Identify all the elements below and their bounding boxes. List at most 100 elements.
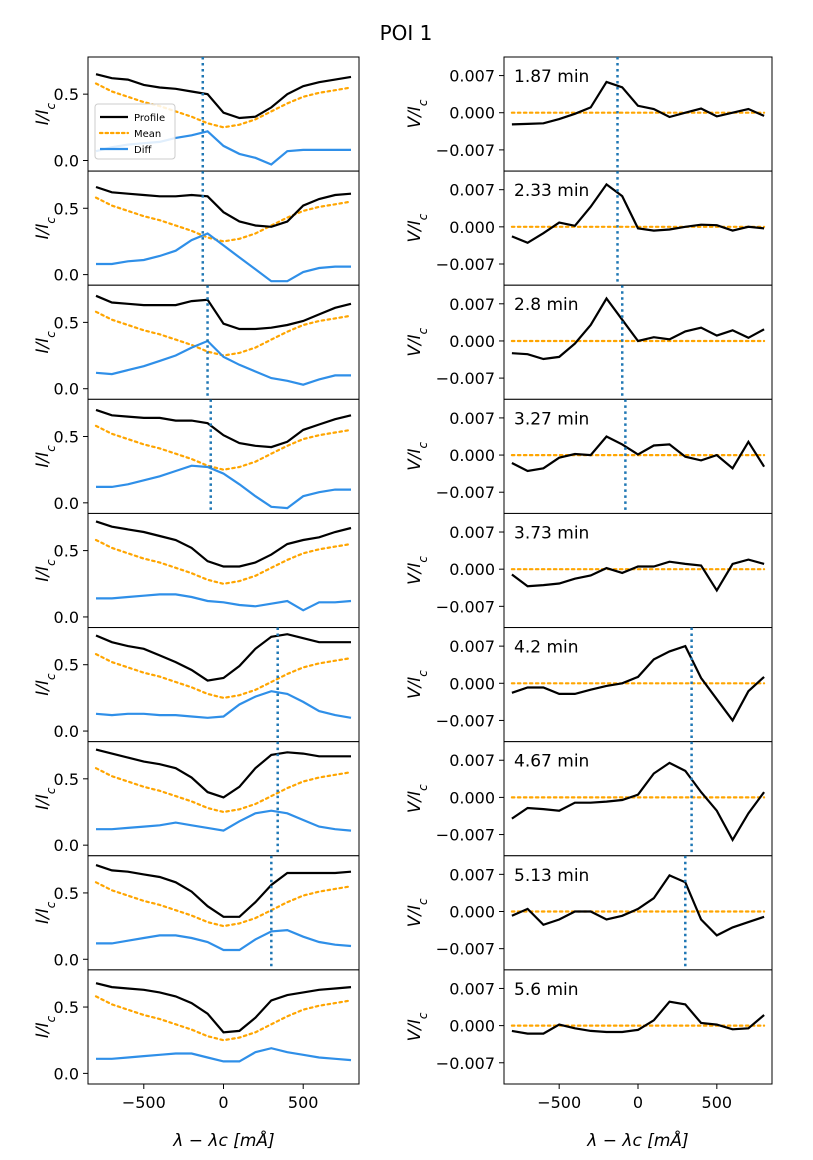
time-annotation: 2.33 min xyxy=(514,181,589,201)
y-tick-label: 0.000 xyxy=(449,560,495,579)
y-tick-label: 0.000 xyxy=(449,332,495,351)
y-tick-label: 0.000 xyxy=(449,674,495,693)
y-tick-label: 0.007 xyxy=(449,409,495,428)
legend: Profile Mean Diff xyxy=(94,103,176,160)
stokes-v-panel: 0.007 0.000 −0.007 V/Ic 2.33 min xyxy=(405,170,773,289)
y-tick-label: −0.007 xyxy=(436,940,495,959)
stokes-v-ylabel: V/Ic xyxy=(405,898,430,927)
stokes-v-axes-frame xyxy=(503,627,773,743)
y-tick-label: 0.5 xyxy=(54,542,79,561)
stokes-v-panel: 0.007 0.000 −0.007 V/Ic 3.27 min xyxy=(405,398,773,517)
panel-row-2: 0.0 0.5I/Ic 0.007 0.000 −0.007 V/Ic 2.33 min xyxy=(33,170,773,289)
mean-profile-line xyxy=(94,652,353,700)
stokes-v-ylabel: V/Ic xyxy=(405,556,430,585)
mean-profile-line xyxy=(94,538,353,585)
intensity-ylabel: I/Ic xyxy=(33,331,58,354)
profile-line xyxy=(95,633,351,682)
time-annotation: 3.73 min xyxy=(514,523,589,543)
y-tick-label: 0.0 xyxy=(54,380,79,399)
diff-line xyxy=(96,928,352,952)
intensity-ylabel: I/Ic xyxy=(33,673,58,696)
stokes-v-ylabel: V/Ic xyxy=(405,442,430,471)
y-tick-label: −0.007 xyxy=(436,141,495,160)
stokes-v-ylabel: V/Ic xyxy=(405,784,430,813)
profile-line xyxy=(95,185,352,228)
x-axis-labels: λ − λc [mÅ] λ − λc [mÅ] xyxy=(172,1129,688,1151)
x-tick-label: −500 xyxy=(537,1093,581,1112)
stokes-v-line xyxy=(511,182,765,245)
stokes-v-line xyxy=(511,435,766,473)
intensity-plot-area xyxy=(94,285,353,400)
y-tick-label: 0.0 xyxy=(54,151,79,170)
legend-label-diff: Diff xyxy=(134,145,152,156)
y-tick-label: 0.5 xyxy=(54,656,79,675)
stokes-v-plot-area xyxy=(510,57,766,172)
y-tick-label: −0.007 xyxy=(436,597,495,616)
legend-label-profile: Profile xyxy=(134,113,165,124)
y-tick-label: 0.007 xyxy=(449,295,495,314)
intensity-axes-frame xyxy=(87,627,360,743)
panel-row-6: 0.0 0.5I/Ic 0.007 0.000 −0.007 V/Ic 4.2 min xyxy=(33,627,773,745)
figure-title: POI 1 xyxy=(380,21,433,45)
stokes-v-axes-frame xyxy=(503,284,773,400)
stokes-v-axes-frame xyxy=(503,398,773,514)
stokes-v-line xyxy=(511,558,765,593)
intensity-plot-area xyxy=(94,399,353,514)
mean-profile-line xyxy=(94,196,353,243)
intensity-panel: 0.0 0.5I/Ic xyxy=(33,284,360,403)
stokes-v-panel: 0.007 0.000 −0.007 V/Ic 2.8 min xyxy=(405,284,773,403)
y-tick-label: 0.0 xyxy=(54,722,79,741)
y-tick-label: 0.0 xyxy=(54,266,79,285)
y-tick-label: 0.5 xyxy=(54,313,79,332)
y-tick-label: 0.007 xyxy=(449,751,495,770)
stokes-v-ylabel: V/Ic xyxy=(405,99,430,128)
intensity-panel: 0.0 0.5I/Ic xyxy=(33,627,360,745)
stokes-v-panel: 0.007 0.000 −0.007 V/Ic 1.87 min xyxy=(405,56,773,175)
y-tick-label: 0.007 xyxy=(449,637,495,656)
x-tick-label: 0 xyxy=(218,1093,228,1112)
stokes-v-plot-area xyxy=(510,171,766,286)
time-annotation: 2.8 min xyxy=(514,295,579,315)
intensity-plot-area xyxy=(94,627,353,742)
stokes-v-line xyxy=(511,80,765,126)
stokes-v-plot-area xyxy=(510,627,766,742)
stokes-v-panel: 0.007 0.000 −0.007 V/Ic 4.67 min xyxy=(405,741,773,859)
legend-label-mean: Mean xyxy=(134,129,161,140)
intensity-plot-area xyxy=(94,520,353,612)
time-annotation: 4.67 min xyxy=(514,752,589,772)
y-tick-label: 0.007 xyxy=(449,979,495,998)
stokes-v-plot-area xyxy=(510,558,766,593)
y-tick-label: −0.007 xyxy=(436,255,495,274)
intensity-panel: 0.0 0.5I/Ic Profile Mean Diff xyxy=(33,56,360,175)
diff-line xyxy=(95,339,351,386)
time-annotation: 4.2 min xyxy=(514,638,579,658)
stokes-v-ylabel: V/Ic xyxy=(405,670,430,699)
intensity-axes-frame xyxy=(87,284,360,400)
intensity-plot-area xyxy=(94,982,353,1063)
intensity-axes-frame xyxy=(87,170,360,286)
stokes-v-line xyxy=(511,874,765,937)
diff-line xyxy=(96,593,352,612)
x-tick-label: 500 xyxy=(702,1093,733,1112)
time-annotation: 5.6 min xyxy=(514,980,579,1000)
intensity-plot-area xyxy=(94,855,353,970)
mean-profile-line xyxy=(94,82,353,129)
y-tick-label: −0.007 xyxy=(436,711,495,730)
y-tick-label: 0.007 xyxy=(449,181,495,200)
diff-line xyxy=(95,690,352,719)
profile-line xyxy=(95,982,352,1034)
diff-line xyxy=(96,1047,352,1063)
intensity-panel: 0.0 0.5I/Ic xyxy=(33,170,360,289)
stokes-v-line xyxy=(511,296,765,361)
intensity-plot-area xyxy=(94,741,353,856)
y-tick-label: −0.007 xyxy=(436,1054,495,1073)
y-tick-label: 0.5 xyxy=(54,199,79,218)
stokes-v-plot-area xyxy=(510,1000,766,1035)
y-tick-label: 0.0 xyxy=(54,836,79,855)
mean-profile-line xyxy=(94,881,353,928)
stokes-v-ylabel: V/Ic xyxy=(405,1012,430,1041)
stokes-v-plot-area xyxy=(510,741,766,856)
intensity-panel: 0.0 0.5I/Ic xyxy=(33,741,360,859)
y-tick-label: 0.0 xyxy=(54,1064,79,1083)
